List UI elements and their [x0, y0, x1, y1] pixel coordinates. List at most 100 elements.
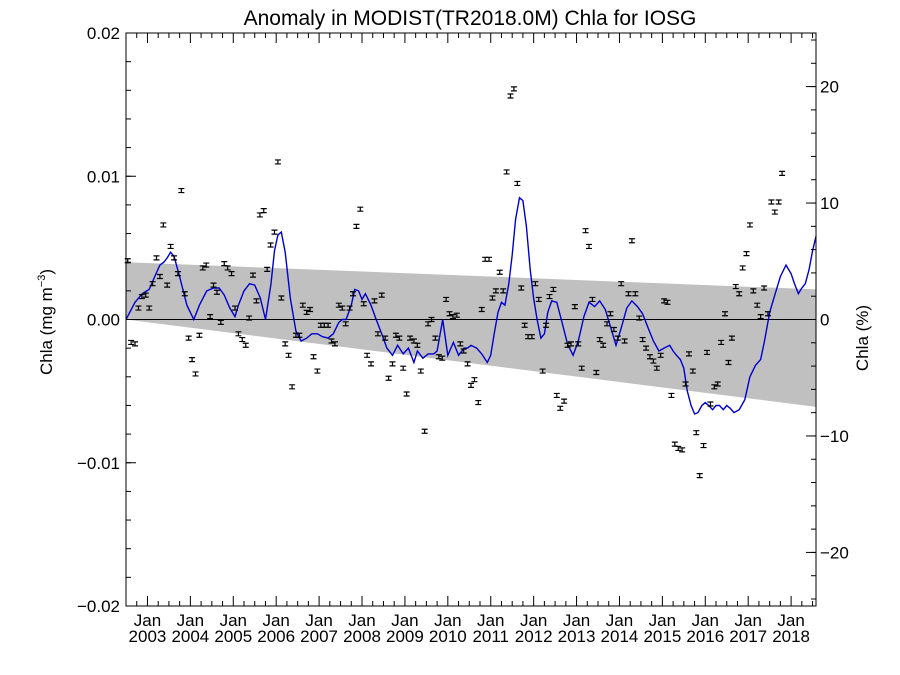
data-point: [711, 384, 718, 390]
data-point: [221, 261, 228, 267]
data-point: [289, 384, 296, 390]
data-point: [453, 312, 460, 318]
x-tick-year-label: 2017: [729, 627, 767, 646]
data-point: [604, 321, 611, 327]
data-point: [339, 305, 346, 311]
data-point: [307, 306, 314, 313]
data-point: [325, 322, 332, 328]
y-right-tick-label: 20: [820, 78, 839, 97]
x-tick-year-label: 2013: [558, 627, 596, 646]
data-point: [178, 187, 185, 194]
data-point: [682, 381, 689, 387]
data-point: [403, 391, 410, 397]
data-point: [357, 206, 364, 212]
data-point: [739, 265, 746, 271]
data-point: [468, 382, 474, 388]
data-point: [217, 319, 224, 325]
data-point: [303, 309, 310, 315]
data-point: [725, 359, 732, 366]
y-right-tick-label: −20: [820, 543, 849, 562]
x-tick-month-label: Jan: [734, 611, 761, 630]
x-tick-month-label: Jan: [305, 611, 332, 630]
plot-area: 0.020.010.00−0.01−0.0220100−10−20Jan2003…: [77, 24, 849, 646]
data-point: [736, 291, 743, 297]
x-tick-year-label: 2010: [429, 627, 467, 646]
data-point: [299, 302, 306, 308]
data-point: [528, 334, 535, 340]
data-point: [253, 298, 260, 304]
data-point: [417, 368, 424, 374]
data-point: [274, 159, 281, 165]
y-left-tick-label: 0.02: [87, 24, 120, 43]
data-point: [639, 336, 646, 343]
smooth-line: [125, 196, 817, 415]
data-point: [146, 305, 153, 311]
data-point: [224, 265, 231, 271]
data-point: [189, 357, 196, 363]
data-point: [589, 296, 596, 303]
data-point: [314, 368, 321, 374]
data-point: [156, 273, 163, 280]
data-point: [507, 93, 514, 99]
x-tick-month-label: Jan: [649, 611, 676, 630]
x-tick-month-label: Jan: [177, 611, 204, 630]
data-point: [764, 311, 771, 317]
y-axis-left-label: Chla (mg m−3): [36, 269, 56, 375]
x-tick-year-label: 2015: [643, 627, 681, 646]
data-point: [128, 339, 135, 346]
data-point: [650, 358, 657, 364]
data-point: [285, 352, 292, 358]
y-left-tick-label: −0.01: [77, 454, 120, 473]
data-point: [618, 281, 625, 287]
data-point: [722, 311, 729, 317]
data-point: [328, 338, 335, 344]
x-tick-month-label: Jan: [134, 611, 161, 630]
chart-title: Anomaly in MODIST(TR2018.0M) Chla for IO…: [244, 7, 697, 30]
x-tick-year-label: 2008: [343, 627, 381, 646]
data-point: [149, 281, 156, 287]
data-point: [492, 288, 499, 294]
data-point: [614, 335, 621, 341]
data-point: [550, 286, 557, 293]
data-point: [428, 316, 435, 323]
data-point: [228, 271, 235, 277]
data-point: [414, 342, 421, 348]
data-point: [689, 368, 696, 374]
data-point: [368, 361, 375, 367]
data-point: [296, 332, 303, 338]
data-point: [374, 331, 381, 337]
data-point: [360, 301, 367, 307]
data-point: [260, 208, 267, 214]
data-point: [535, 296, 542, 303]
y-right-tick-label: 0: [820, 311, 829, 330]
data-points: [125, 87, 786, 479]
x-tick-month-label: Jan: [391, 611, 418, 630]
data-point: [675, 445, 682, 452]
data-point: [421, 428, 428, 434]
y-right-tick-label: −10: [820, 427, 849, 446]
data-point: [282, 341, 289, 347]
data-point: [407, 335, 414, 341]
data-point: [496, 269, 503, 275]
data-point: [757, 314, 764, 320]
data-point: [396, 335, 403, 341]
data-point: [267, 242, 274, 248]
data-point: [671, 441, 678, 447]
data-point: [132, 341, 139, 347]
y-left-tick-label: 0.01: [87, 167, 120, 186]
data-point: [532, 281, 539, 287]
data-point: [443, 296, 450, 303]
data-point: [378, 292, 385, 298]
data-point: [486, 256, 493, 262]
data-point: [138, 293, 145, 300]
data-point: [181, 291, 188, 297]
data-point: [746, 222, 753, 228]
data-point: [561, 398, 568, 404]
data-point: [750, 288, 757, 294]
data-point: [743, 251, 750, 257]
data-point: [174, 271, 181, 277]
data-point: [171, 255, 178, 261]
data-point: [142, 292, 149, 298]
data-point: [582, 228, 589, 234]
